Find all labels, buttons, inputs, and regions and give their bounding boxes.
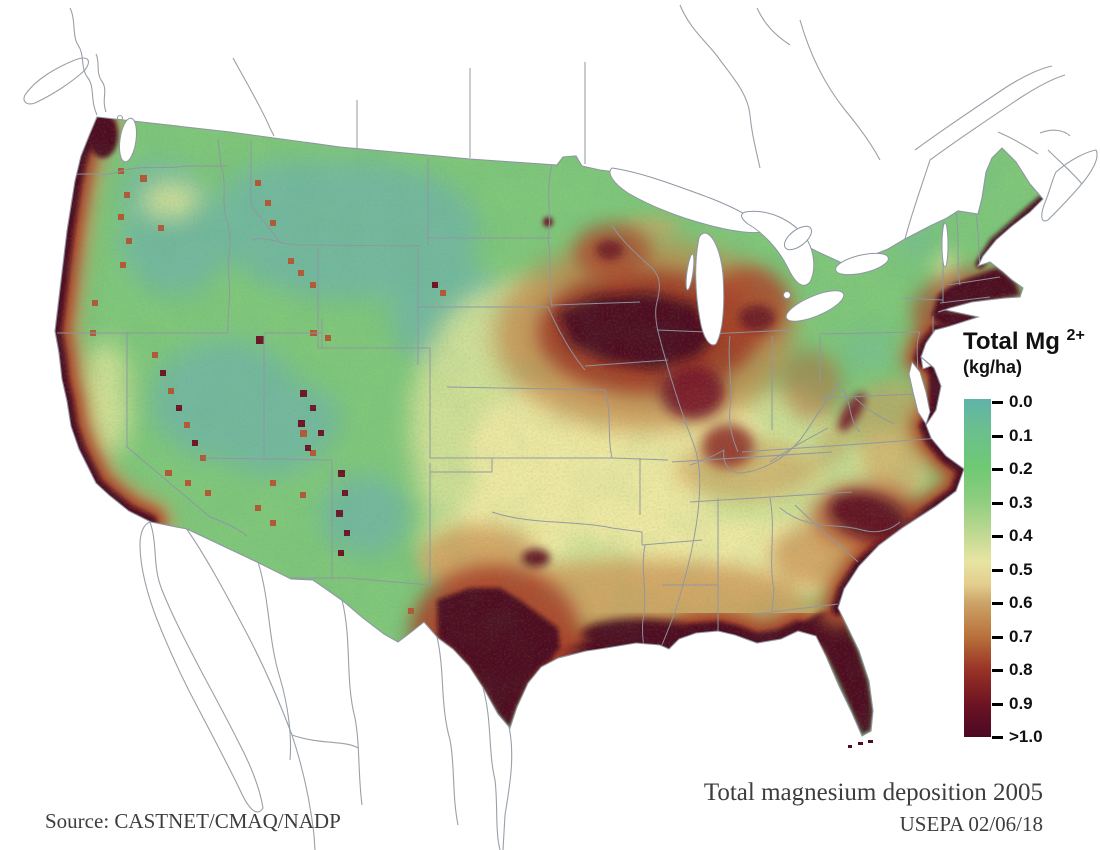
mexico-outline [139, 521, 513, 850]
legend-tick: 0.8 [992, 660, 1033, 680]
legend-tick: 0.1 [992, 426, 1033, 446]
agency-date: USEPA 02/06/18 [899, 812, 1043, 836]
tick-dash [992, 702, 1003, 706]
legend-units: (kg/ha) [963, 357, 1023, 377]
us-border-outline [54, 116, 1044, 737]
legend-tick: 0.9 [992, 694, 1033, 714]
tick-dash [992, 501, 1003, 505]
tick-dash [992, 434, 1003, 438]
legend-tick: 0.5 [992, 560, 1033, 580]
legend-tick: 0.7 [992, 627, 1033, 647]
legend: Total Mg 2+ (kg/ha) 0.0 0.1 0.2 0.3 0.4 … [963, 327, 1098, 746]
legend-tick: 0.3 [992, 493, 1033, 513]
tick-dash [992, 400, 1003, 404]
canada-outline [23, 4, 1098, 240]
legend-tick: 0.6 [992, 593, 1033, 613]
legend-title-superscript: 2+ [1066, 327, 1085, 344]
state-borders [57, 138, 1001, 653]
tick-dash [992, 534, 1003, 538]
legend-tick: 0.4 [992, 526, 1033, 546]
tick-dash [992, 735, 1003, 739]
tick-dash [992, 601, 1003, 605]
source-credit: Source: CASTNET/CMAQ/NADP [45, 809, 341, 833]
legend-title: Total Mg 2+ [963, 327, 1098, 356]
legend-tick: 0.0 [992, 392, 1033, 412]
legend-tick: 0.2 [992, 459, 1033, 479]
map-title: Total magnesium deposition 2005 [703, 779, 1043, 806]
florida-keys [848, 740, 873, 748]
tick-dash [992, 668, 1003, 672]
tick-dash [992, 467, 1003, 471]
tick-dash [992, 635, 1003, 639]
tick-dash [992, 568, 1003, 572]
legend-colorbar [964, 399, 991, 737]
great-lakes [119, 117, 949, 426]
legend-title-text: Total Mg [963, 328, 1060, 355]
legend-tick: >1.0 [992, 727, 1043, 747]
